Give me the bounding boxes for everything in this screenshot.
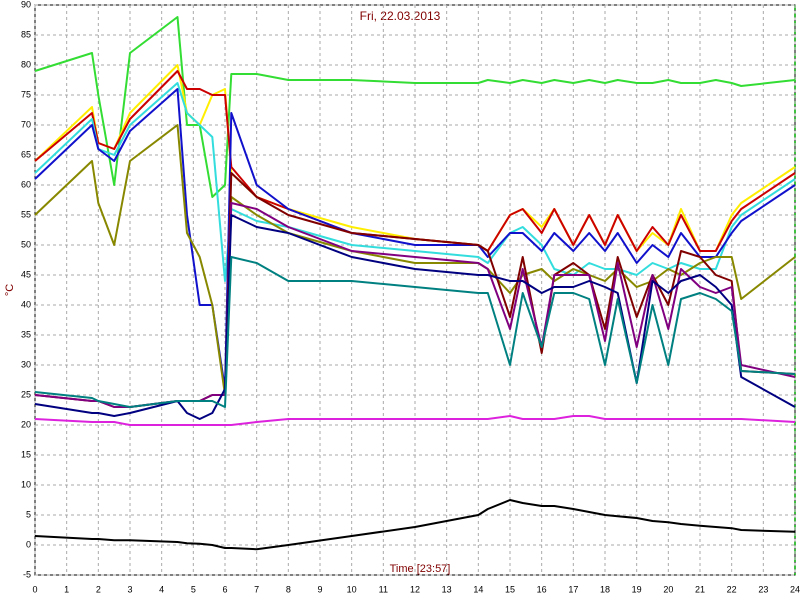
x-tick-label: 12: [410, 584, 420, 594]
x-tick-label: 14: [473, 584, 483, 594]
x-tick-label: 20: [663, 584, 673, 594]
series-line: [34, 70, 796, 252]
y-axis-label: °C: [4, 284, 16, 296]
x-tick-label: 21: [695, 584, 705, 594]
y-tick-label: 55: [21, 209, 31, 219]
x-tick-label: 15: [505, 584, 515, 594]
x-axis-label: Time [23:57]: [390, 563, 451, 575]
y-tick-label: 30: [21, 359, 31, 369]
series-line: [34, 16, 796, 198]
y-tick-label: 70: [21, 119, 31, 129]
x-tick-label: 2: [96, 584, 101, 594]
x-tick-label: 23: [758, 584, 768, 594]
series-line: [34, 214, 796, 420]
y-tick-label: 0: [26, 539, 31, 549]
series-line: [34, 88, 796, 390]
x-tick-label: 24: [790, 584, 800, 594]
x-tick-label: 0: [32, 584, 37, 594]
y-tick-label: -5: [23, 569, 31, 579]
y-tick-label: 50: [21, 239, 31, 249]
y-tick-label: 60: [21, 179, 31, 189]
x-tick-label: 7: [254, 584, 259, 594]
series-line: [34, 256, 796, 408]
x-tick-label: 13: [442, 584, 452, 594]
y-tick-label: 40: [21, 299, 31, 309]
x-tick-label: 3: [127, 584, 132, 594]
y-tick-label: 25: [21, 389, 31, 399]
y-tick-label: 20: [21, 419, 31, 429]
y-tick-label: 5: [26, 509, 31, 519]
x-tick-label: 17: [568, 584, 578, 594]
x-tick-label: 11: [379, 584, 388, 594]
y-tick-label: 45: [21, 269, 31, 279]
y-tick-label: 90: [21, 0, 31, 9]
x-tick-label: 18: [600, 584, 610, 594]
x-tick-label: 4: [159, 584, 164, 594]
series-line: [34, 415, 796, 426]
series-line: [34, 499, 796, 551]
x-tick-label: 8: [286, 584, 291, 594]
x-tick-label: 9: [317, 584, 322, 594]
y-tick-label: 65: [21, 149, 31, 159]
y-tick-label: 10: [21, 479, 31, 489]
y-tick-label: 35: [21, 329, 31, 339]
y-tick-label: 80: [21, 59, 31, 69]
x-tick-label: 5: [191, 584, 196, 594]
x-tick-label: 6: [222, 584, 227, 594]
y-tick-label: 15: [21, 449, 31, 459]
y-tick-label: 75: [21, 89, 31, 99]
x-tick-label: 19: [632, 584, 642, 594]
x-tick-label: 22: [727, 584, 737, 594]
series-line: [34, 82, 796, 282]
x-tick-label: 16: [537, 584, 547, 594]
x-tick-label: 1: [64, 584, 69, 594]
x-tick-label: 10: [347, 584, 357, 594]
y-tick-label: 85: [21, 29, 31, 39]
chart-title: Fri, 22.03.2013: [360, 9, 441, 23]
